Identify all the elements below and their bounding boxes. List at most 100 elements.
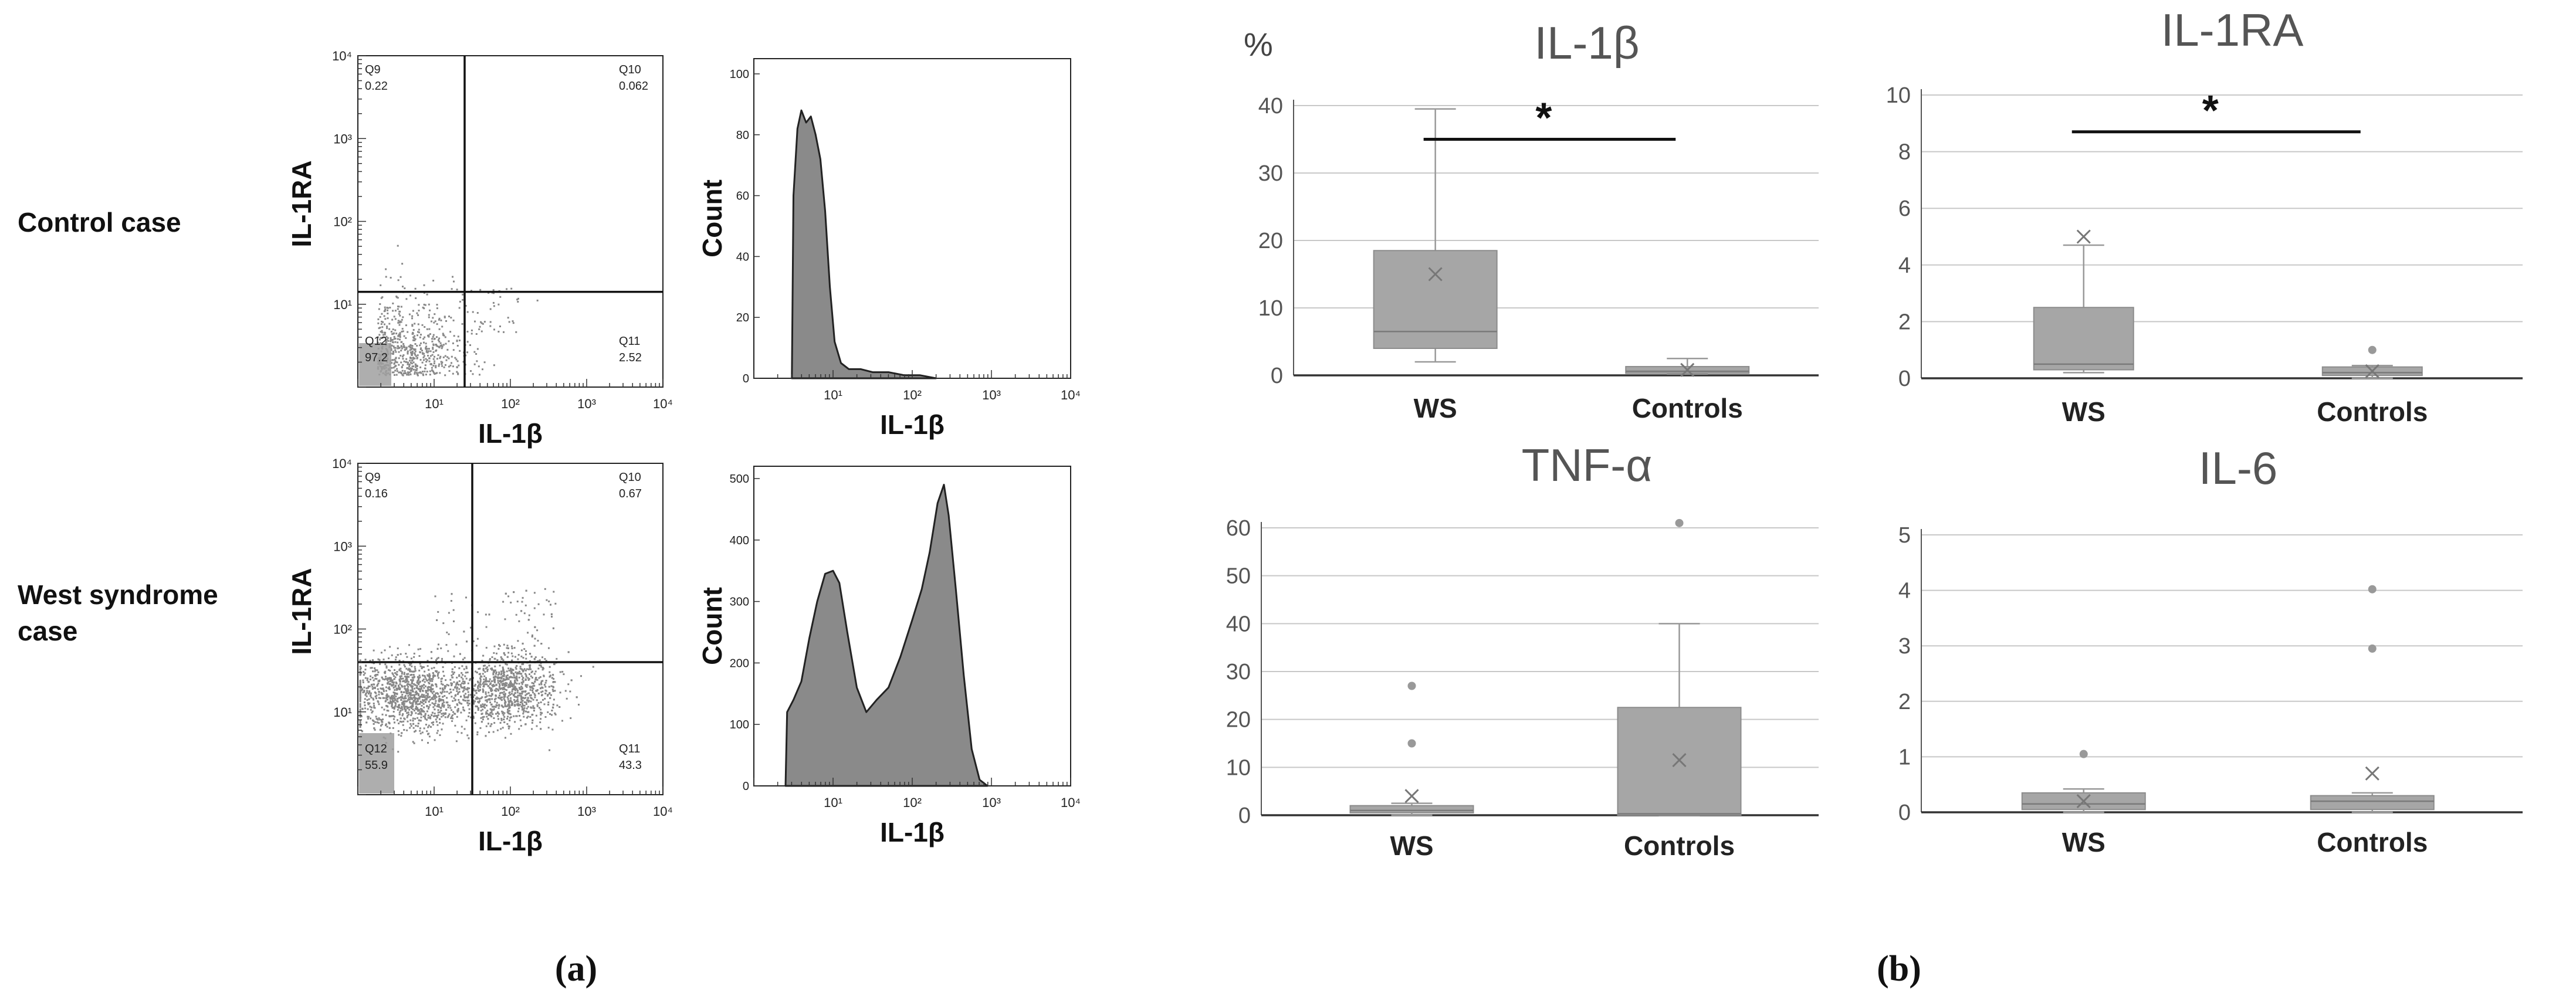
event-dot — [398, 371, 400, 374]
event-dot — [417, 680, 419, 682]
event-dot — [479, 679, 482, 681]
event-dot — [394, 369, 397, 372]
case-label: Control case — [18, 207, 181, 238]
event-dot — [437, 714, 439, 716]
event-dot — [503, 678, 505, 680]
event-dot — [436, 705, 438, 707]
event-dot — [423, 706, 425, 708]
event-dot — [493, 305, 495, 307]
event-dot — [502, 666, 504, 669]
event-dot — [379, 327, 381, 328]
event-dot — [497, 331, 500, 333]
event-dot — [425, 690, 427, 692]
event-dot — [549, 676, 551, 678]
event-dot — [514, 700, 517, 703]
event-dot — [392, 345, 395, 348]
event-dot — [394, 676, 397, 679]
event-dot — [551, 710, 553, 711]
event-dot — [411, 325, 414, 327]
event-dot — [359, 710, 361, 712]
event-dot — [408, 699, 411, 701]
event-dot — [482, 368, 483, 371]
event-dot — [478, 701, 480, 704]
event-dot — [397, 321, 400, 324]
event-dot — [413, 710, 415, 712]
event-dot — [485, 693, 487, 695]
x-tick-label: 10² — [501, 804, 520, 819]
event-dot — [500, 704, 503, 707]
event-dot — [424, 304, 426, 306]
event-dot — [411, 665, 413, 667]
event-dot — [405, 667, 408, 670]
event-dot — [529, 664, 530, 666]
event-dot — [516, 688, 518, 690]
event-dot — [401, 706, 403, 708]
event-dot — [426, 686, 429, 689]
event-dot — [472, 701, 475, 703]
event-dot — [524, 723, 527, 725]
event-dot — [459, 653, 461, 655]
event-dot — [503, 716, 506, 718]
event-dot — [457, 710, 459, 712]
event-dot — [399, 332, 401, 334]
event-dot — [436, 724, 439, 726]
event-dot — [498, 686, 500, 688]
event-dot — [489, 708, 492, 710]
event-dot — [561, 670, 564, 673]
event-dot — [438, 706, 441, 708]
event-dot — [503, 687, 505, 690]
event-dot — [409, 693, 411, 696]
event-dot — [477, 681, 479, 684]
event-dot — [409, 719, 412, 721]
event-dot — [480, 321, 482, 323]
event-dot — [406, 684, 408, 686]
event-dot — [432, 698, 435, 700]
y-tick-label: 10⁴ — [332, 456, 352, 471]
event-dot — [509, 717, 512, 719]
event-dot — [480, 706, 482, 708]
event-dot — [418, 688, 420, 690]
event-dot — [412, 339, 414, 341]
event-dot — [559, 671, 561, 673]
event-dot — [480, 322, 483, 324]
event-dot — [502, 668, 505, 670]
event-dot — [457, 691, 459, 694]
y-tick-label: 10 — [1258, 296, 1283, 321]
event-dot — [496, 701, 498, 704]
event-dot — [442, 333, 444, 335]
event-dot — [539, 721, 541, 724]
event-dot — [475, 692, 478, 694]
event-dot — [407, 711, 409, 714]
event-dot — [396, 671, 398, 673]
event-dot — [391, 318, 394, 321]
event-dot — [517, 301, 519, 303]
event-dot — [408, 713, 410, 716]
event-dot — [425, 678, 427, 680]
event-dot — [429, 309, 431, 311]
event-dot — [461, 676, 463, 679]
event-dot — [400, 372, 402, 374]
event-dot — [510, 716, 512, 718]
event-dot — [411, 362, 413, 365]
event-dot — [367, 717, 369, 720]
event-dot — [488, 613, 490, 616]
event-dot — [386, 327, 388, 330]
event-dot — [419, 711, 421, 713]
event-dot — [528, 668, 530, 670]
event-dot — [490, 703, 492, 706]
event-dot — [498, 697, 500, 699]
event-dot — [468, 700, 470, 702]
y-tick-label: 10² — [333, 622, 352, 637]
event-dot — [370, 675, 371, 677]
event-dot — [391, 371, 394, 374]
event-dot — [485, 679, 488, 681]
event-dot — [431, 354, 434, 356]
event-dot — [506, 288, 508, 290]
event-dot — [520, 668, 523, 670]
event-dot — [426, 690, 429, 692]
event-dot — [408, 644, 410, 646]
y-tick-label: 20 — [1226, 708, 1251, 733]
event-dot — [502, 706, 505, 708]
event-dot — [365, 664, 367, 667]
event-dot — [405, 324, 407, 327]
